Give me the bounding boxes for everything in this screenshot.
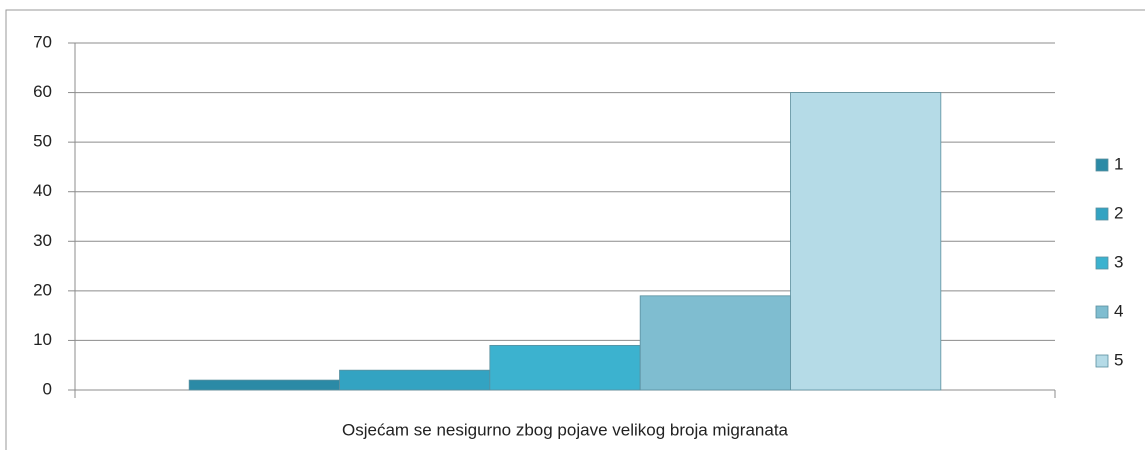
chart-frame [5, 9, 1145, 450]
legend-label: 2 [1114, 203, 1123, 222]
bar [639, 295, 791, 391]
bar [339, 369, 491, 391]
legend-swatch [1095, 305, 1109, 319]
bar [790, 92, 942, 391]
y-tick-label: 10 [33, 330, 52, 349]
legend-label: 3 [1114, 252, 1123, 271]
y-tick-label: 30 [33, 231, 52, 250]
y-tick-label: 40 [33, 181, 52, 200]
y-tick-label: 70 [33, 32, 52, 51]
y-tick-label: 60 [33, 82, 52, 101]
legend-label: 4 [1114, 301, 1123, 320]
legend-label: 5 [1114, 350, 1123, 369]
y-tick-label: 20 [33, 280, 52, 299]
x-tick-label: Osjećam se nesigurno zbog pojave velikog… [342, 420, 789, 439]
legend-swatch [1095, 158, 1109, 172]
legend-label: 1 [1114, 154, 1123, 173]
legend-swatch [1095, 207, 1109, 221]
y-tick-label: 0 [43, 379, 52, 398]
legend-swatch [1095, 354, 1109, 368]
y-tick-label: 50 [33, 132, 52, 151]
bar [188, 379, 340, 391]
bar [489, 344, 641, 391]
legend-swatch [1095, 256, 1109, 270]
